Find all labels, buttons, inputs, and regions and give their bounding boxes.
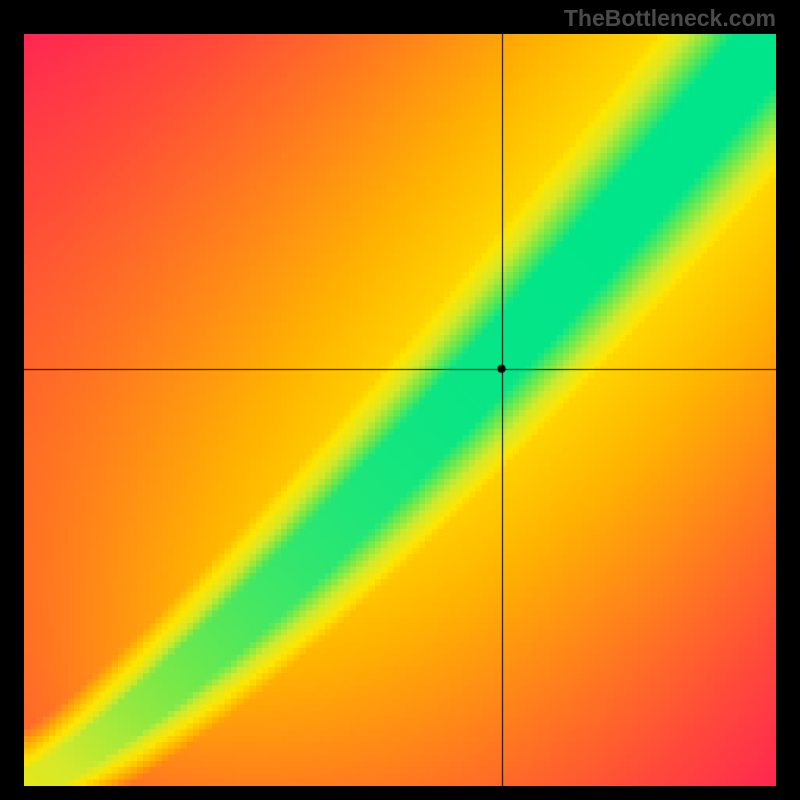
crosshair-overlay: [24, 34, 776, 786]
chart-container: TheBottleneck.com: [0, 0, 800, 800]
watermark-label: TheBottleneck.com: [564, 5, 776, 32]
